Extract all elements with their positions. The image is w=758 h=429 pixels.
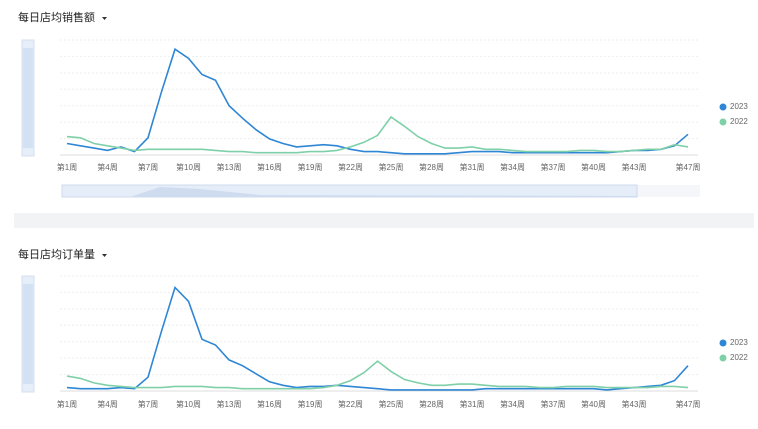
- dropdown-caret[interactable]: [102, 17, 107, 20]
- legend-label[interactable]: 2022: [730, 353, 748, 362]
- legend-marker: [719, 339, 727, 347]
- x-tick-label: 第13周: [217, 162, 242, 172]
- legend-marker: [719, 118, 727, 126]
- x-tick-label: 第7周: [138, 162, 158, 172]
- x-tick-label: 第47周: [676, 399, 701, 409]
- x-tick-label: 第10周: [176, 399, 201, 409]
- series-line: [66, 47, 689, 155]
- legend-label[interactable]: 2022: [730, 117, 748, 126]
- x-tick-label: 第22周: [338, 399, 363, 409]
- x-tick-label: 第4周: [97, 399, 117, 409]
- x-tick-label: 第31周: [460, 162, 485, 172]
- legend-marker: [719, 354, 727, 362]
- x-tick-label: 第25周: [379, 399, 404, 409]
- x-tick-label: 第19周: [298, 162, 323, 172]
- x-tick-label: 第43周: [622, 399, 647, 409]
- x-tick-label: 第22周: [338, 162, 363, 172]
- x-tick-label: 第19周: [298, 399, 323, 409]
- x-tick-label: 第1周: [57, 162, 77, 172]
- x-tick-label: 第40周: [581, 162, 606, 172]
- x-tick-label: 第37周: [541, 399, 566, 409]
- x-tick-label: 第7周: [138, 399, 158, 409]
- x-tick-label: 第25周: [379, 162, 404, 172]
- y-zoom-fill: [23, 284, 33, 384]
- x-tick-label: 第13周: [217, 399, 242, 409]
- x-tick-label: 第34周: [500, 399, 525, 409]
- series-line: [66, 360, 689, 390]
- x-tick-label: 第31周: [460, 399, 485, 409]
- dropdown-caret[interactable]: [102, 254, 107, 257]
- x-tick-label: 第1周: [57, 399, 77, 409]
- x-tick-label: 第37周: [541, 162, 566, 172]
- x-tick-label: 第16周: [257, 399, 282, 409]
- series-line: [66, 115, 689, 154]
- x-tick-label: 第10周: [176, 162, 201, 172]
- x-tick-label: 第43周: [622, 162, 647, 172]
- separator: [14, 213, 754, 228]
- legend-label[interactable]: 2023: [730, 338, 748, 347]
- x-tick-label: 第4周: [97, 162, 117, 172]
- x-tick-label: 第47周: [676, 162, 701, 172]
- x-zoom-preview: [130, 187, 637, 197]
- chart-title: 每日店均销售额: [18, 10, 95, 24]
- y-zoom-fill: [23, 48, 33, 148]
- chart-title: 每日店均订单量: [18, 247, 95, 261]
- x-tick-label: 第28周: [419, 399, 444, 409]
- legend-marker: [719, 103, 727, 111]
- x-tick-label: 第28周: [419, 162, 444, 172]
- legend-label[interactable]: 2023: [730, 102, 748, 111]
- x-tick-label: 第34周: [500, 162, 525, 172]
- x-tick-label: 第16周: [257, 162, 282, 172]
- series-line: [66, 285, 689, 391]
- x-tick-label: 第40周: [581, 399, 606, 409]
